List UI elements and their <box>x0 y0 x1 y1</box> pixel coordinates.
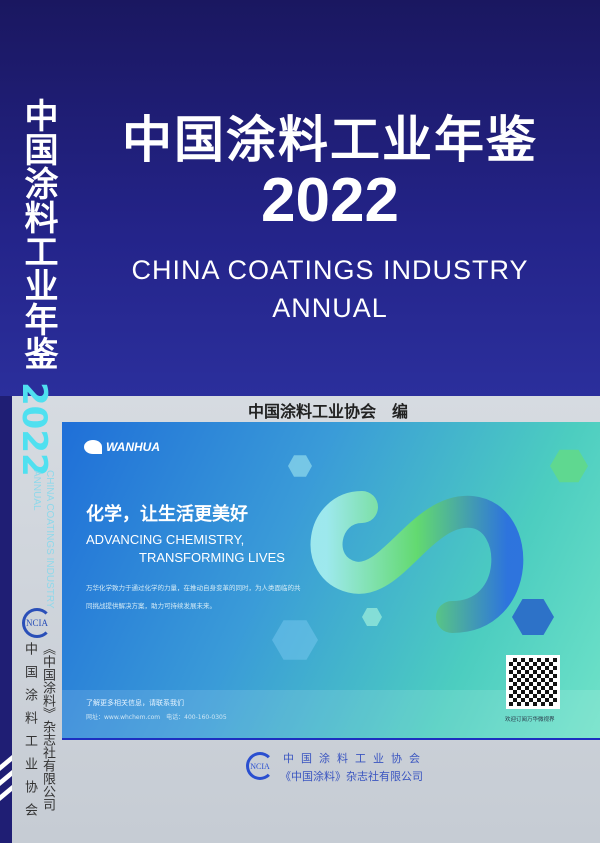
wanhua-brand: WANHUA <box>106 440 160 454</box>
spine-en-line2: ANNUAL <box>31 470 42 511</box>
spine-edge <box>0 396 12 843</box>
hexagon-icon <box>550 449 588 483</box>
spine-title: 中国涂料工业年鉴 <box>18 98 58 370</box>
wanhua-logo-icon <box>84 440 102 454</box>
qr-caption: 欢迎订阅万华微视界 <box>505 717 555 723</box>
shield-hexagon-icon <box>512 599 554 635</box>
spine-publisher-1: 《中国涂料》杂志社有限公司 <box>40 642 55 811</box>
qr-code <box>506 655 560 709</box>
cover-title: 中国涂料工业年鉴 <box>122 111 538 169</box>
spine-en-line1: CHINA COATINGS INDUSTRY <box>44 470 55 609</box>
hexagon-icon <box>288 455 312 477</box>
wanhua-advertisement: WANHUA 化学，让生活更美好 ADVANCING CHEMISTRY, TR… <box>62 422 600 740</box>
ncia-logo: NCIA <box>22 608 52 638</box>
cover-english-title-1: CHINA COATINGS INDUSTRY <box>131 255 529 285</box>
ad-contact-heading: 了解更多相关信息，请联系我们 <box>86 699 184 707</box>
hexagon-icon <box>362 608 382 626</box>
ad-description: 万华化学致力于通过化学的力量，在推动自身变革的同时，为人类面临的共同挑战提供解决… <box>86 584 301 610</box>
spine-english-title: CHINA COATINGS INDUSTRY ANNUAL <box>30 470 56 609</box>
wanhua-logo: WANHUA <box>84 440 160 454</box>
footer-publisher-1: 中国涂料工业协会 <box>283 752 427 765</box>
ad-slogan-cn: 化学，让生活更美好 <box>86 504 248 525</box>
ad-contact-line: 网址：www.whchem.com 电话：400-160-0305 <box>86 714 227 721</box>
ad-slogan-en-2: TRANSFORMING LIVES <box>139 550 285 565</box>
ad-slogan-en-1: ADVANCING CHEMISTRY, <box>86 532 245 547</box>
spine-year: 2022 <box>14 382 54 477</box>
cover-year: 2022 <box>261 166 399 235</box>
spine-publisher-2: 中国涂料工业协会 <box>22 642 37 826</box>
cover-top-panel <box>0 0 600 396</box>
cover-editor: 中国涂料工业协会 编 <box>248 402 409 421</box>
ncia-logo: NCIA <box>246 752 274 780</box>
infinity-hexagon-graphic <box>310 491 524 633</box>
cover-english-title-2: ANNUAL <box>272 293 388 323</box>
footer-publisher-2: 《中国涂料》杂志社有限公司 <box>280 770 423 783</box>
